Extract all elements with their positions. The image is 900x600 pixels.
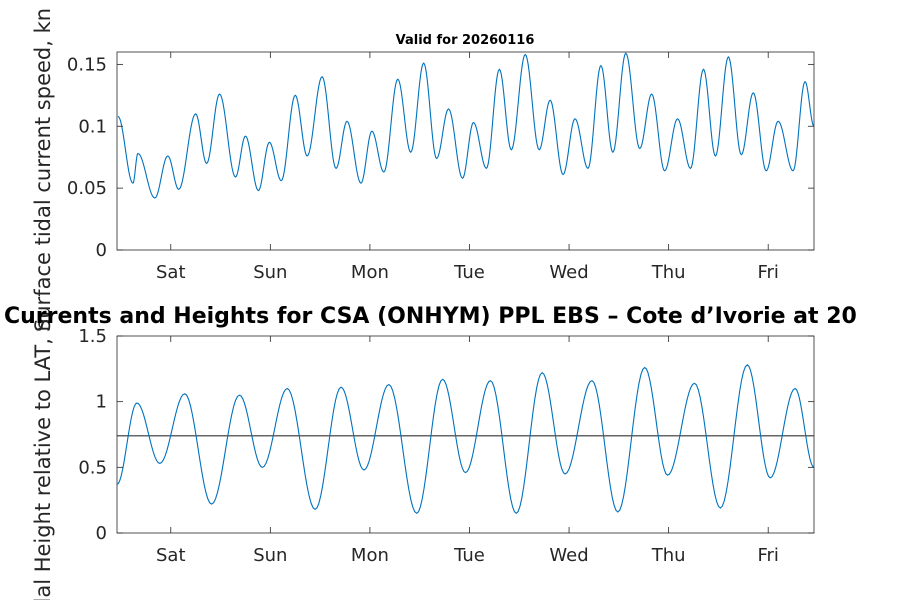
current-speed-axes-box: [116, 51, 815, 251]
x-tick-label-sun: Sun: [253, 262, 287, 283]
x-tick-label-thu: Thu: [651, 545, 686, 566]
x-tick-label-sat: Sat: [156, 545, 186, 566]
current-speed-panel: 0 0.05 0.1 0.15 Sat Sun Mon Tue Wed Thu Fri Valid …: [31, 8, 815, 332]
y-tick-label: 1: [96, 392, 107, 413]
x-tick-label-tue: Tue: [453, 262, 485, 283]
y-tick-label: 0.5: [78, 457, 107, 478]
tidal-height-y-label: Tidal Height relative to LAT, m: [31, 311, 55, 600]
figure-main-title: Currents and Heights for CSA (ONHYM) PPL…: [4, 304, 857, 329]
x-tick-label-wed: Wed: [549, 262, 588, 283]
y-tick-label: 1.5: [78, 326, 107, 347]
y-tick-label: 0.1: [78, 116, 107, 137]
y-tick-label: 0.05: [67, 178, 107, 199]
x-tick-label-wed: Wed: [549, 545, 588, 566]
x-tick-label-sun: Sun: [253, 545, 287, 566]
x-tick-label-tue: Tue: [453, 545, 485, 566]
current-speed-series-line: [117, 52, 815, 199]
current-speed-y-label: Surface tidal current speed, kn: [31, 8, 55, 332]
tidal-height-axes-box: [116, 335, 815, 534]
x-tick-label-thu: Thu: [651, 262, 686, 283]
x-tick-label-mon: Mon: [351, 262, 389, 283]
y-tick-label: 0: [96, 240, 107, 261]
tidal-height-series-line: [116, 364, 815, 515]
current-speed-title: Valid for 20260116: [396, 33, 535, 48]
x-tick-label-mon: Mon: [351, 545, 389, 566]
x-tick-label-fri: Fri: [757, 262, 778, 283]
x-tick-label-fri: Fri: [757, 545, 778, 566]
y-tick-label: 0.15: [67, 54, 107, 75]
tidal-height-panel: 0 0.5 1 1.5 Sat Sun Mon Tue Wed Thu Fri Tidal Heig…: [31, 311, 815, 600]
y-tick-label: 0: [96, 523, 107, 544]
x-tick-label-sat: Sat: [156, 262, 186, 283]
